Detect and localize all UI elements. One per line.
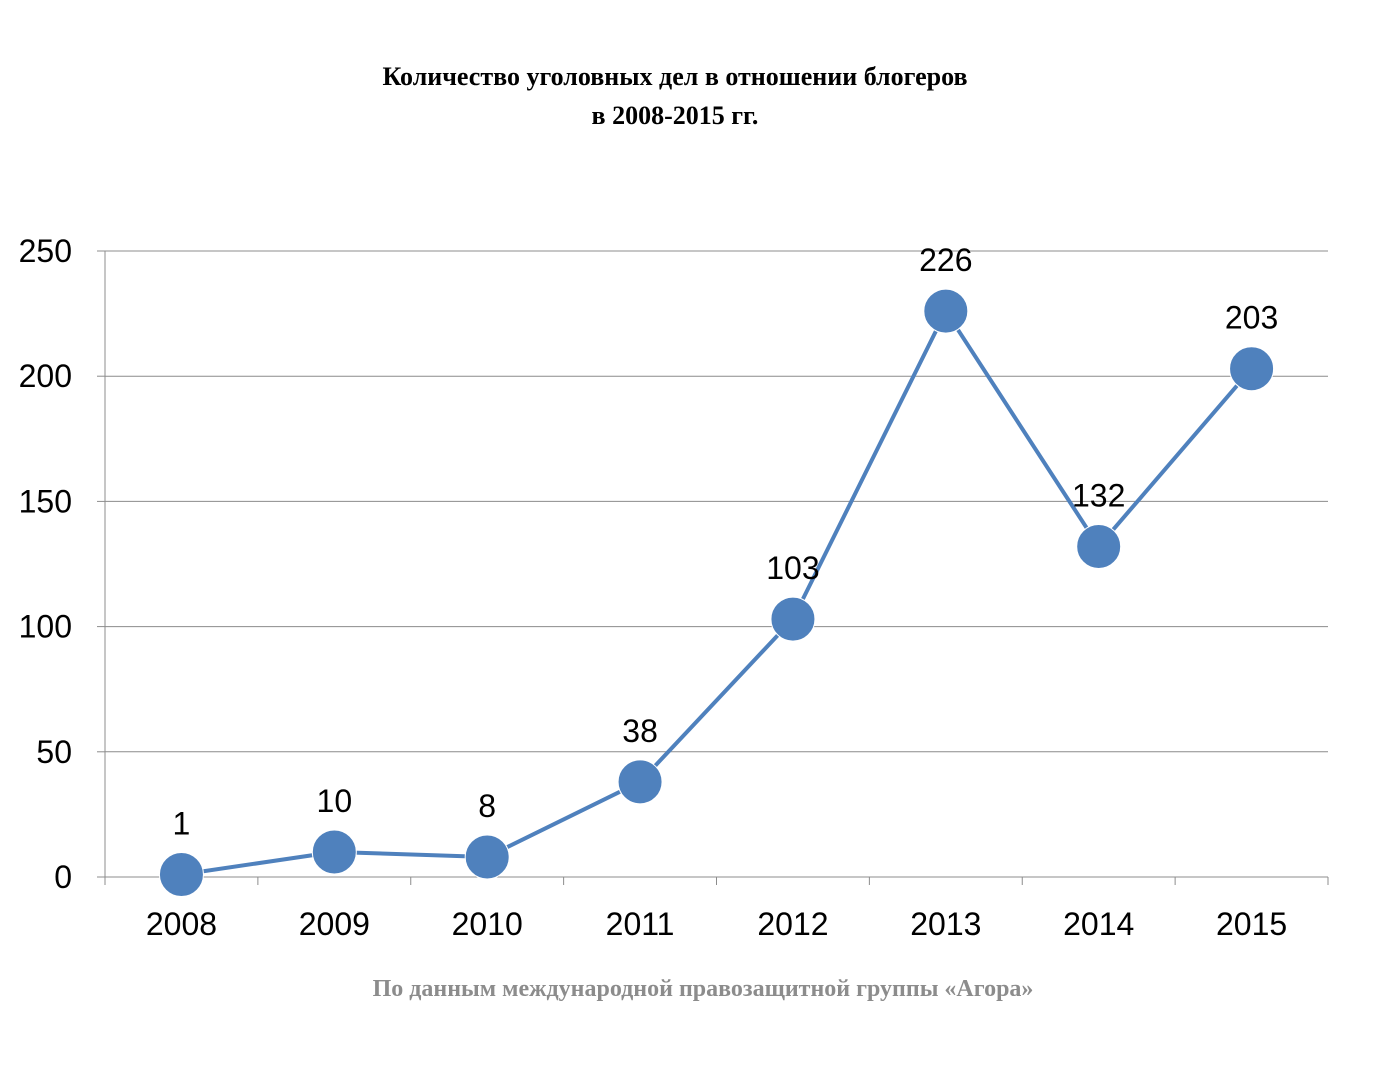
x-tick-label: 2010: [452, 906, 523, 942]
x-tick-label: 2012: [757, 906, 828, 942]
labels: 1 10 8 38 103 226 132 203: [173, 242, 1279, 841]
x-tick-label: 2013: [910, 906, 981, 942]
data-point-2009: [311, 829, 357, 875]
x-tick-label: 2011: [606, 906, 675, 942]
data-point-2010: [464, 834, 510, 880]
x-tick-label: 2008: [146, 906, 217, 942]
data-label-2008: 1: [173, 805, 191, 841]
data-point-2012: [770, 596, 816, 642]
chart-title-line-1: Количество уголовных дел в отношении бло…: [382, 62, 968, 91]
data-label-2010: 8: [478, 788, 496, 824]
y-tick-label: 50: [36, 734, 72, 770]
data-label-2015: 203: [1225, 300, 1278, 336]
series-line: [181, 309, 1254, 877]
chart-title-line-2: в 2008-2015 гг.: [591, 101, 759, 130]
data-point-2013: [923, 288, 969, 334]
data-label-2013: 226: [919, 242, 972, 278]
data-point-2008: [158, 851, 204, 897]
data-label-2011: 38: [622, 713, 658, 749]
source-note: По данным международной правозащитной гр…: [372, 976, 1034, 1002]
data-label-2009: 10: [317, 783, 353, 819]
x-tick-label: 2009: [299, 906, 370, 942]
gridlines: [105, 250, 1328, 753]
y-tick-label: 250: [19, 233, 72, 269]
y-tick-label: 200: [19, 358, 72, 394]
data-point-2015: [1229, 346, 1275, 392]
x-tick-label: 2015: [1216, 906, 1287, 942]
x-tick-label: 2014: [1063, 906, 1134, 942]
data-label-2012: 103: [766, 550, 819, 586]
y-tick-label: 0: [54, 859, 72, 895]
data-point-2011: [617, 759, 663, 805]
axes: 0 50 100 150 200 250 2008 2009 2010 2011 2012 2013 2…: [19, 233, 1329, 942]
data-label-2014: 132: [1072, 477, 1125, 513]
series: [158, 288, 1275, 897]
y-tick-label: 150: [19, 483, 72, 519]
y-tick-label: 100: [19, 609, 72, 645]
data-point-2014: [1076, 523, 1122, 569]
